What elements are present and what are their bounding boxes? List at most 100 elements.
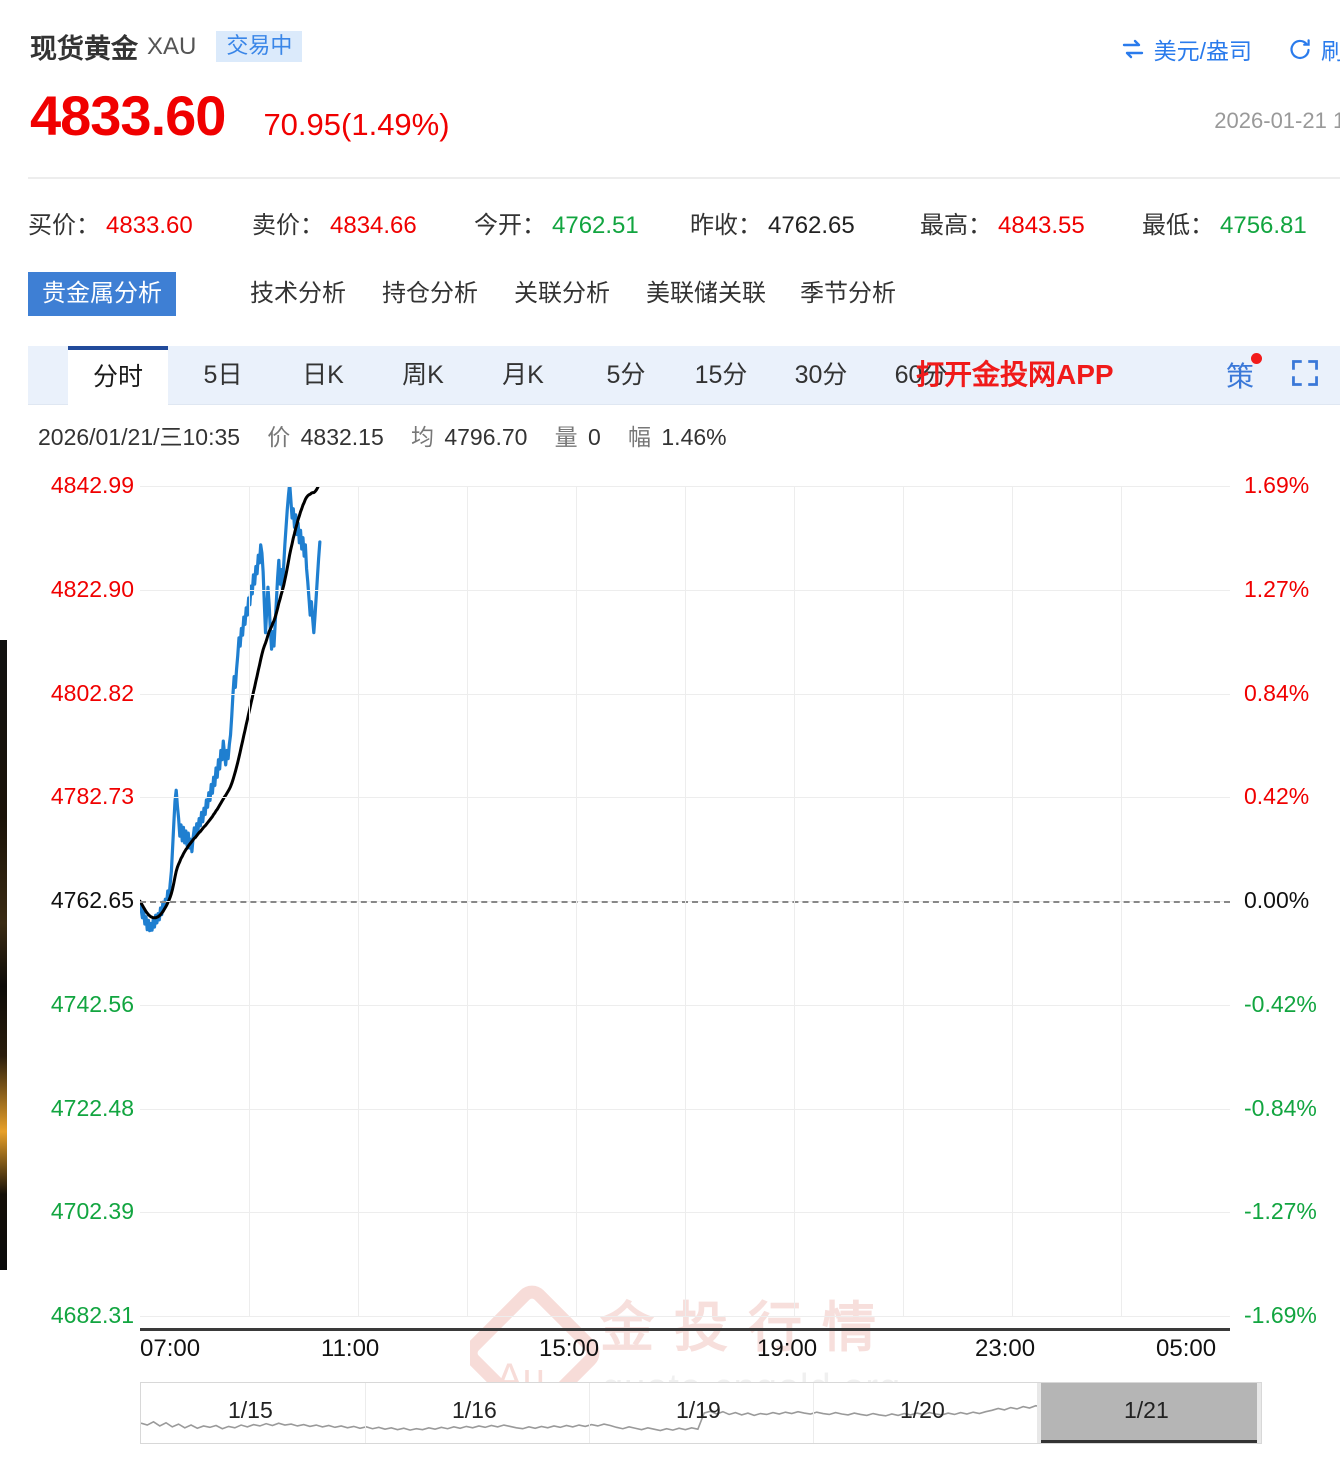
- crosshair-avg-value: 4796.70: [444, 424, 528, 450]
- y-axis-percent-label: 1.27%: [1244, 575, 1310, 602]
- stat-label: 卖价：: [252, 212, 324, 239]
- price-line: [140, 486, 322, 933]
- refresh-quote-label: 刷新行: [1321, 38, 1340, 64]
- crosshair-info-line: 2026/01/21/三10:35 价 4832.15 均 4796.70 量 …: [38, 418, 731, 452]
- range-day-label: 1/20: [900, 1397, 945, 1423]
- chart-x-axis: [140, 1328, 1230, 1331]
- cut-off-edge-element: [0, 640, 7, 1270]
- y-axis-percent-label: -1.69%: [1244, 1302, 1317, 1328]
- stat-item: 昨收： 4762.65: [690, 205, 855, 240]
- period-tab-5[interactable]: 5分: [606, 361, 646, 389]
- chart-plot-area[interactable]: [140, 486, 1230, 1317]
- y-axis-percent-label: 0.42%: [1244, 783, 1310, 810]
- y-axis-price-label: 4762.65: [50, 887, 134, 913]
- period-tabs: 60分 30分 15分 5分 月K 周K 日K 5日 分时 打开金投网APP 策: [28, 346, 1340, 408]
- grid-line-h: [140, 1316, 1230, 1317]
- strategy-icon: 策: [1226, 353, 1263, 395]
- y-axis-price-label: 4722.48: [50, 1094, 134, 1121]
- crosshair-amplitude-value: 1.46%: [661, 424, 727, 450]
- crosshair-price-value: 4832.15: [300, 424, 384, 450]
- x-axis-label: 19:00: [757, 1335, 818, 1362]
- grid-line-v: [358, 486, 359, 1316]
- symbol-name: 现货黄金: [30, 34, 138, 64]
- grid-line-v: [467, 486, 468, 1316]
- header-divider: [28, 177, 1340, 179]
- refresh-icon: [1288, 37, 1312, 61]
- status-badge: 交易中: [216, 31, 303, 62]
- crosshair-volume-value: 0: [588, 424, 601, 450]
- x-axis-label: 23:00: [975, 1335, 1036, 1362]
- unit-toggle-label: 美元/盎司: [1153, 38, 1252, 64]
- quote-stats-row: 买价： 4833.60 卖价： 4834.66 今开： 4762.51 昨收： 4762.65…: [0, 205, 1340, 257]
- period-tab-4[interactable]: 月K: [502, 361, 544, 389]
- range-selection-underline: [1041, 1440, 1257, 1443]
- analysis-tabs: 贵金属分析 技术分析 持仓分析 关联分析 美联储关联 季节分析: [0, 272, 1340, 324]
- y-axis-price-label: 4802.82: [50, 679, 134, 706]
- grid-line-v: [903, 486, 904, 1316]
- quote-timestamp: 2026-01-21 10:35: [1214, 108, 1340, 133]
- notification-dot-icon: [1251, 353, 1263, 364]
- stat-label: 今开：: [474, 212, 546, 239]
- symbol-code: XAU: [147, 32, 197, 60]
- period-tab-2[interactable]: 日K: [302, 361, 344, 389]
- header-actions: 美元/盎司 刷新行: [1121, 32, 1340, 66]
- price-row: 4833.60 70.95(1.49%): [30, 88, 450, 144]
- y-axis-percent-label: -1.27%: [1244, 1198, 1317, 1225]
- period-tab-1[interactable]: 5日: [203, 361, 243, 389]
- stat-value: 4843.55: [998, 212, 1085, 239]
- y-axis-price-label: 4682.31: [50, 1302, 134, 1328]
- stat-label: 最高：: [920, 212, 992, 239]
- fullscreen-button[interactable]: [1290, 346, 1320, 404]
- crosshair-volume-label: 量: [554, 424, 578, 450]
- stat-value: 4756.81: [1220, 212, 1307, 239]
- grid-line-v: [249, 486, 250, 1316]
- grid-line-v: [1012, 486, 1013, 1316]
- strategy-icon-button[interactable]: 策: [1226, 346, 1263, 404]
- stat-value: 4762.65: [768, 212, 855, 239]
- analysis-tab-3[interactable]: 关联分析: [514, 280, 610, 307]
- x-axis-label: 05:00: [1156, 1335, 1217, 1362]
- period-tab-8[interactable]: 60分: [894, 361, 948, 389]
- fullscreen-icon: [1290, 358, 1320, 393]
- stat-item: 最低： 4756.81: [1142, 205, 1307, 240]
- range-day-label: 1/15: [228, 1397, 273, 1423]
- intraday-chart[interactable]: Au 金投行情 quote.cngold.org 4842.991.69%482…: [0, 460, 1340, 1460]
- open-app-cta[interactable]: 打开金投网APP: [916, 359, 1114, 390]
- y-axis-percent-label: -0.84%: [1244, 1094, 1317, 1121]
- range-divider: [365, 1383, 366, 1443]
- x-axis-label: 11:00: [321, 1335, 380, 1362]
- y-axis-price-label: 4822.90: [50, 575, 134, 602]
- stat-item: 卖价： 4834.66: [252, 205, 417, 240]
- range-day-label: 1/19: [676, 1397, 721, 1423]
- symbol-title-row: 现货黄金 XAU 交易中: [30, 27, 303, 66]
- refresh-quote-button[interactable]: 刷新行: [1288, 32, 1340, 66]
- crosshair-datetime: 2026/01/21/三10:35: [38, 424, 241, 450]
- crosshair-amplitude-label: 幅: [628, 424, 651, 450]
- period-tab-0[interactable]: 分时: [68, 346, 168, 408]
- average-line: [140, 486, 321, 920]
- range-selection-handle[interactable]: [1037, 1383, 1261, 1443]
- analysis-tab-5[interactable]: 季节分析: [800, 280, 896, 307]
- stat-value: 4833.60: [106, 212, 193, 239]
- range-day-label: 1/16: [452, 1397, 497, 1423]
- analysis-tab-4[interactable]: 美联储关联: [646, 280, 766, 307]
- stat-value: 4834.66: [330, 212, 417, 239]
- date-range-scrubber[interactable]: 1/15 1/16 1/19 1/20 1/21: [140, 1382, 1262, 1444]
- y-axis-percent-label: 0.00%: [1244, 887, 1310, 913]
- crosshair-avg-label: 均: [410, 424, 434, 450]
- grid-line-v: [685, 486, 686, 1316]
- grid-line-v: [1121, 486, 1122, 1316]
- swap-icon: [1121, 37, 1145, 61]
- analysis-tab-0[interactable]: 贵金属分析: [28, 272, 176, 316]
- period-tab-6[interactable]: 15分: [694, 361, 748, 389]
- period-tab-7[interactable]: 30分: [794, 361, 848, 389]
- y-axis-price-label: 4782.73: [50, 783, 134, 810]
- period-tab-3[interactable]: 周K: [402, 361, 444, 389]
- price-change: 70.95(1.49%): [263, 107, 450, 142]
- x-axis-label: 15:00: [539, 1335, 600, 1362]
- analysis-tab-2[interactable]: 持仓分析: [382, 280, 478, 307]
- unit-toggle-button[interactable]: 美元/盎司: [1121, 32, 1252, 66]
- analysis-tab-1[interactable]: 技术分析: [250, 280, 346, 307]
- stat-label: 昨收：: [690, 212, 762, 239]
- crosshair-price-label: 价: [267, 424, 291, 450]
